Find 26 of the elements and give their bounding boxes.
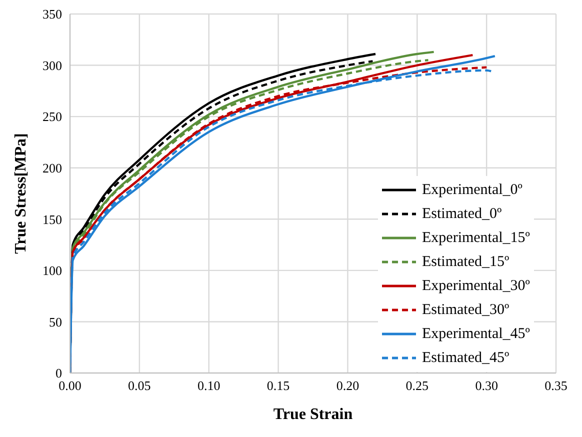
x-tick-label: 0.10	[197, 378, 220, 394]
y-tick-label: 150	[42, 212, 62, 227]
legend-label: Experimental_45º	[422, 326, 530, 342]
x-axis-title: True Strain	[273, 406, 353, 423]
x-tick-label: 0.25	[406, 378, 429, 394]
x-tick-label: 0.20	[336, 378, 360, 394]
legend-label: Experimental_30º	[422, 278, 530, 294]
legend-label: Experimental_0º	[422, 182, 522, 198]
legend-label: Estimated_0º	[422, 206, 502, 222]
y-tick-label: 300	[42, 58, 62, 73]
x-tick-label: 0.15	[266, 378, 290, 394]
y-axis-title: True Stress[MPa]	[12, 133, 30, 254]
legend-label: Estimated_45º	[422, 350, 510, 366]
x-tick-label: 0.35	[544, 378, 568, 394]
y-tick-label: 100	[42, 263, 62, 278]
y-tick-label: 250	[42, 109, 62, 124]
legend-label: Experimental_15º	[422, 230, 530, 246]
legend-label: Estimated_15º	[422, 254, 510, 270]
y-tick-label: 350	[42, 6, 62, 22]
legend-label: Estimated_30º	[422, 302, 510, 318]
x-tick-label: 0.00	[58, 378, 82, 394]
x-tick-label: 0.05	[128, 378, 151, 394]
y-tick-label: 0	[56, 366, 62, 381]
x-tick-label: 0.30	[475, 378, 498, 394]
y-tick-label: 50	[49, 314, 62, 330]
y-tick-label: 200	[42, 160, 62, 176]
